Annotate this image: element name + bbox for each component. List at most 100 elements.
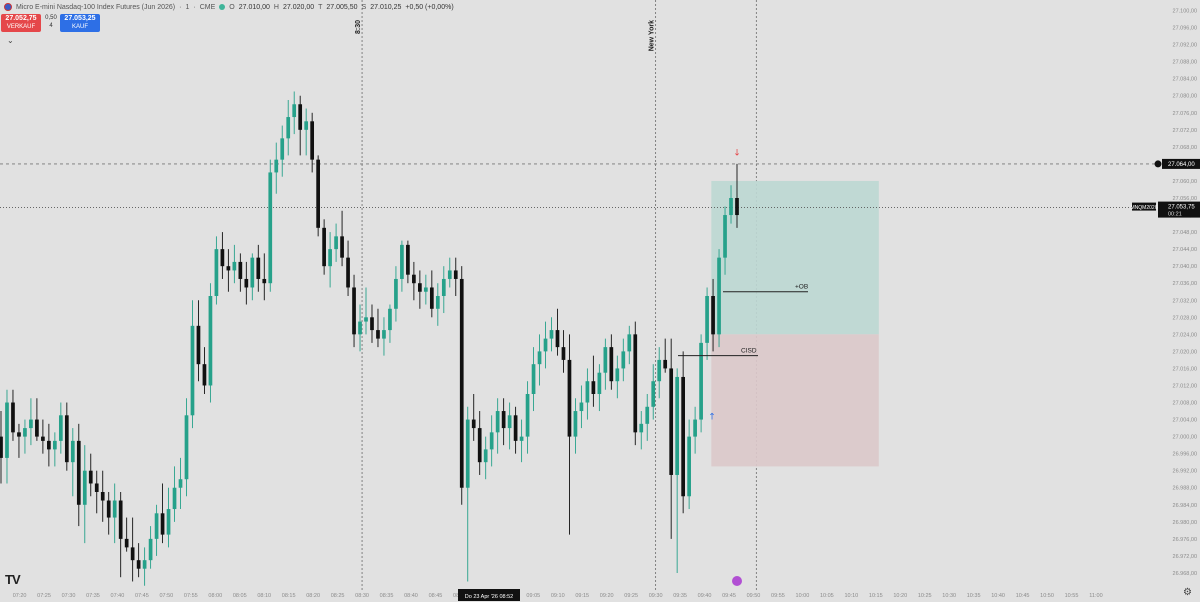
price-tick-label: 26.972,00 [1173,554,1197,560]
candle-body [172,487,177,510]
candle-body [543,338,548,352]
candle-body [17,432,21,437]
candle-body [561,347,566,360]
candle-body [226,266,231,271]
symbol-title[interactable]: Micro E-mini Nasdaq-100 Index Futures (J… [16,3,176,11]
candle-body [136,560,141,569]
time-tick-label: 09:55 [771,593,785,599]
time-tick-label: 09:50 [747,593,761,599]
price-tick-label: 27.096,00 [1173,26,1197,32]
time-tick-label: 09:35 [673,593,687,599]
time-tick-label: 08:10 [257,593,271,599]
candle-body [711,296,715,335]
candle-body [58,415,63,441]
candle-body [5,402,9,458]
candle-body [352,287,356,335]
candle-body [723,215,727,258]
candle-body [579,402,584,412]
candle-body [447,270,452,279]
candle-body [82,470,87,505]
candle-body [232,261,237,271]
buy-button[interactable]: 27.053,25 KAUF [60,14,100,32]
candle-body [160,513,165,535]
sell-button[interactable]: 27.052,75 VERKAUF [1,14,41,32]
price-tick-label: 27.028,00 [1173,315,1197,321]
candle-body [154,513,159,539]
price-tick-label: 27.088,00 [1173,60,1197,66]
candle-body [567,359,572,437]
candle-body [609,347,614,382]
time-tick-label: 10:50 [1040,593,1054,599]
candle-body [298,104,303,130]
cisd-label: CISD [741,348,757,355]
price-axis-background [1156,0,1200,590]
candle-body [519,436,524,441]
price-axis[interactable]: 27.100,00 27.096,00 27.092,00 27.088,00 27.0… [1131,0,1200,590]
time-tick-label: 07:20 [13,593,27,599]
candle-body [657,359,662,382]
time-tick-label: 08:30 [355,593,369,599]
candle-body [124,538,129,548]
candle-body [262,278,267,284]
price-tick-label: 26.984,00 [1173,503,1197,509]
gear-icon[interactable]: ⚙ [1183,587,1192,598]
annotations[interactable]: +OB CISD ↓ ↑ [678,148,808,586]
price-tick-label: 27.032,00 [1173,298,1197,304]
ohlc-close-value: 27.010,25 [370,3,402,11]
candle-body [681,376,686,497]
candle-body [729,198,733,216]
ohlc-open-value: 27.010,00 [238,3,270,11]
price-tick-label: 27.068,00 [1173,145,1197,151]
candle-body [573,411,578,437]
candle-body [112,500,117,518]
time-axis[interactable]: 07:20 07:25 07:30 07:35 07:40 07:45 07:50 07:55… [0,589,1200,602]
tradingview-logo-icon[interactable]: TV [5,572,21,587]
collapse-chevron-icon[interactable]: ⌄ [7,36,14,45]
candle-body [675,376,680,475]
price-tick-label: 26.976,00 [1173,537,1197,543]
buy-price: 27.053,25 [64,15,96,22]
time-tick-label: 08:05 [233,593,247,599]
order-block-label: +OB [795,284,808,291]
time-tick-label: 07:45 [135,593,149,599]
candle-body [603,347,608,373]
candle-body [651,381,656,407]
time-tick-label: 07:25 [37,593,51,599]
time-tick-label: 09:45 [722,593,736,599]
candle-body [591,381,596,394]
candle-body [525,394,530,437]
candle-body [304,121,309,130]
current-price-label: 27.053,75 [1168,205,1195,211]
candle-body [178,479,183,488]
candle-body [382,330,386,339]
price-tick-label: 27.020,00 [1173,349,1197,355]
price-tick-label: 27.000,00 [1173,435,1197,441]
ohlc-low-label: T [318,3,323,11]
spread-indicator: 0,50 4 [44,14,58,30]
position-tool[interactable] [711,180,879,467]
time-tick-label: 10:20 [893,593,907,599]
current-price-tag-background [1158,201,1200,218]
time-tick-label: 08:15 [282,593,296,599]
candle-body [100,492,105,501]
alert-price-tag-background [1162,158,1200,169]
candle-body [513,415,518,441]
symbol-header[interactable]: Micro E-mini Nasdaq-100 Index Futures (J… [4,3,454,11]
candle-body [693,419,697,437]
candle-body [142,560,147,569]
candle-body [645,406,650,424]
price-tick-label: 26.980,00 [1173,520,1197,526]
price-tick-label: 27.012,00 [1173,383,1197,389]
candle-body [669,368,674,475]
price-tick-label: 26.992,00 [1173,469,1197,475]
candle-body [41,436,45,441]
alert-price-label: 27.064,00 [1168,162,1195,168]
price-tick-label: 27.076,00 [1173,111,1197,117]
candle-body [358,321,362,335]
time-tick-label: 07:35 [86,593,100,599]
interval-label[interactable]: 1 [185,3,190,11]
candle-body [507,415,512,429]
ohlc-open-label: O [229,3,235,11]
